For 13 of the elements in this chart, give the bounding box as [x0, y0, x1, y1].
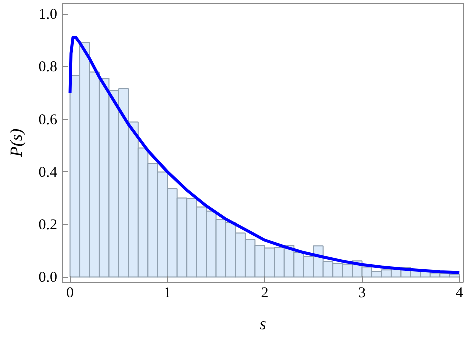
y-tick-label: 0.2 — [38, 218, 58, 234]
x-tick-label: 4 — [456, 286, 464, 302]
y-tick-label: 0.0 — [38, 270, 58, 286]
y-tick-label: 1.0 — [38, 7, 58, 24]
x-tick-label: 0 — [66, 286, 74, 302]
x-tick-label: 1 — [164, 286, 172, 302]
y-axis-title: P(s) — [6, 128, 26, 158]
y-tick-label: 0.8 — [38, 60, 58, 76]
x-tick-label: 2 — [261, 286, 269, 302]
y-tick-label: 0.4 — [38, 164, 58, 181]
x-tick-label: 3 — [358, 286, 366, 302]
y-tick-label: 0.6 — [38, 112, 58, 128]
x-axis-title: s — [260, 314, 267, 334]
